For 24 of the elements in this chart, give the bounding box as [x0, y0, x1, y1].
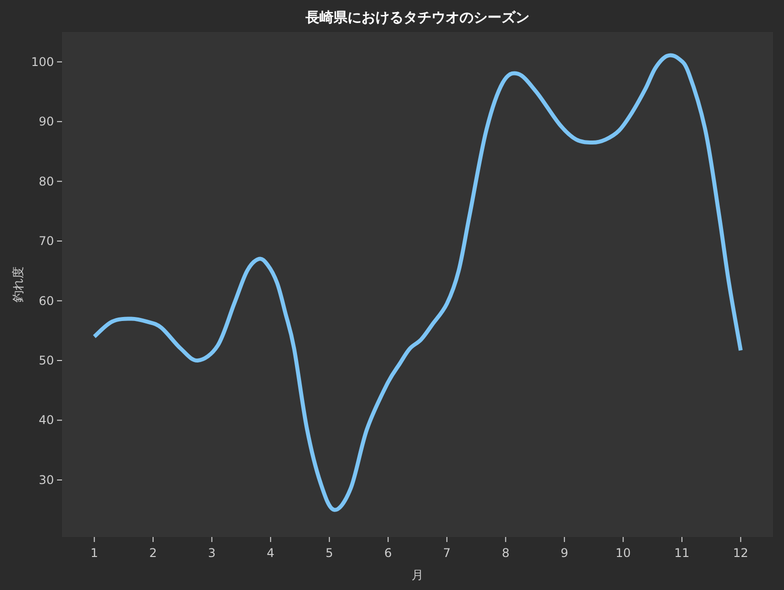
x-tick-label: 6	[384, 546, 392, 560]
x-tick-label: 11	[674, 546, 690, 560]
x-axis-title: 月	[412, 568, 424, 582]
x-tick-label: 1	[90, 546, 98, 560]
y-tick-label: 100	[31, 54, 54, 69]
y-tick-label: 70	[38, 234, 54, 248]
y-tick-label: 30	[38, 472, 54, 487]
x-tick-label: 4	[266, 546, 274, 560]
x-tick-label: 5	[326, 546, 334, 560]
x-tick-label: 3	[208, 546, 216, 560]
line-series	[92, 53, 743, 512]
y-tick-label: 40	[38, 413, 54, 428]
x-tick-label: 12	[733, 546, 748, 560]
y-axis-title: 釣れ度	[11, 266, 25, 302]
x-tick-label: 10	[616, 546, 631, 560]
y-tick-label: 80	[38, 174, 54, 188]
chart-title: 長崎県におけるタチウオのシーズン	[304, 10, 530, 26]
y-tick-label: 50	[38, 354, 54, 368]
x-tick-label: 2	[149, 546, 157, 560]
y-tick-label: 90	[38, 114, 54, 129]
x-tick-label: 8	[502, 546, 510, 560]
x-tick-label: 7	[443, 546, 451, 560]
x-tick-label: 9	[560, 546, 568, 560]
y-tick-label: 60	[38, 294, 54, 308]
